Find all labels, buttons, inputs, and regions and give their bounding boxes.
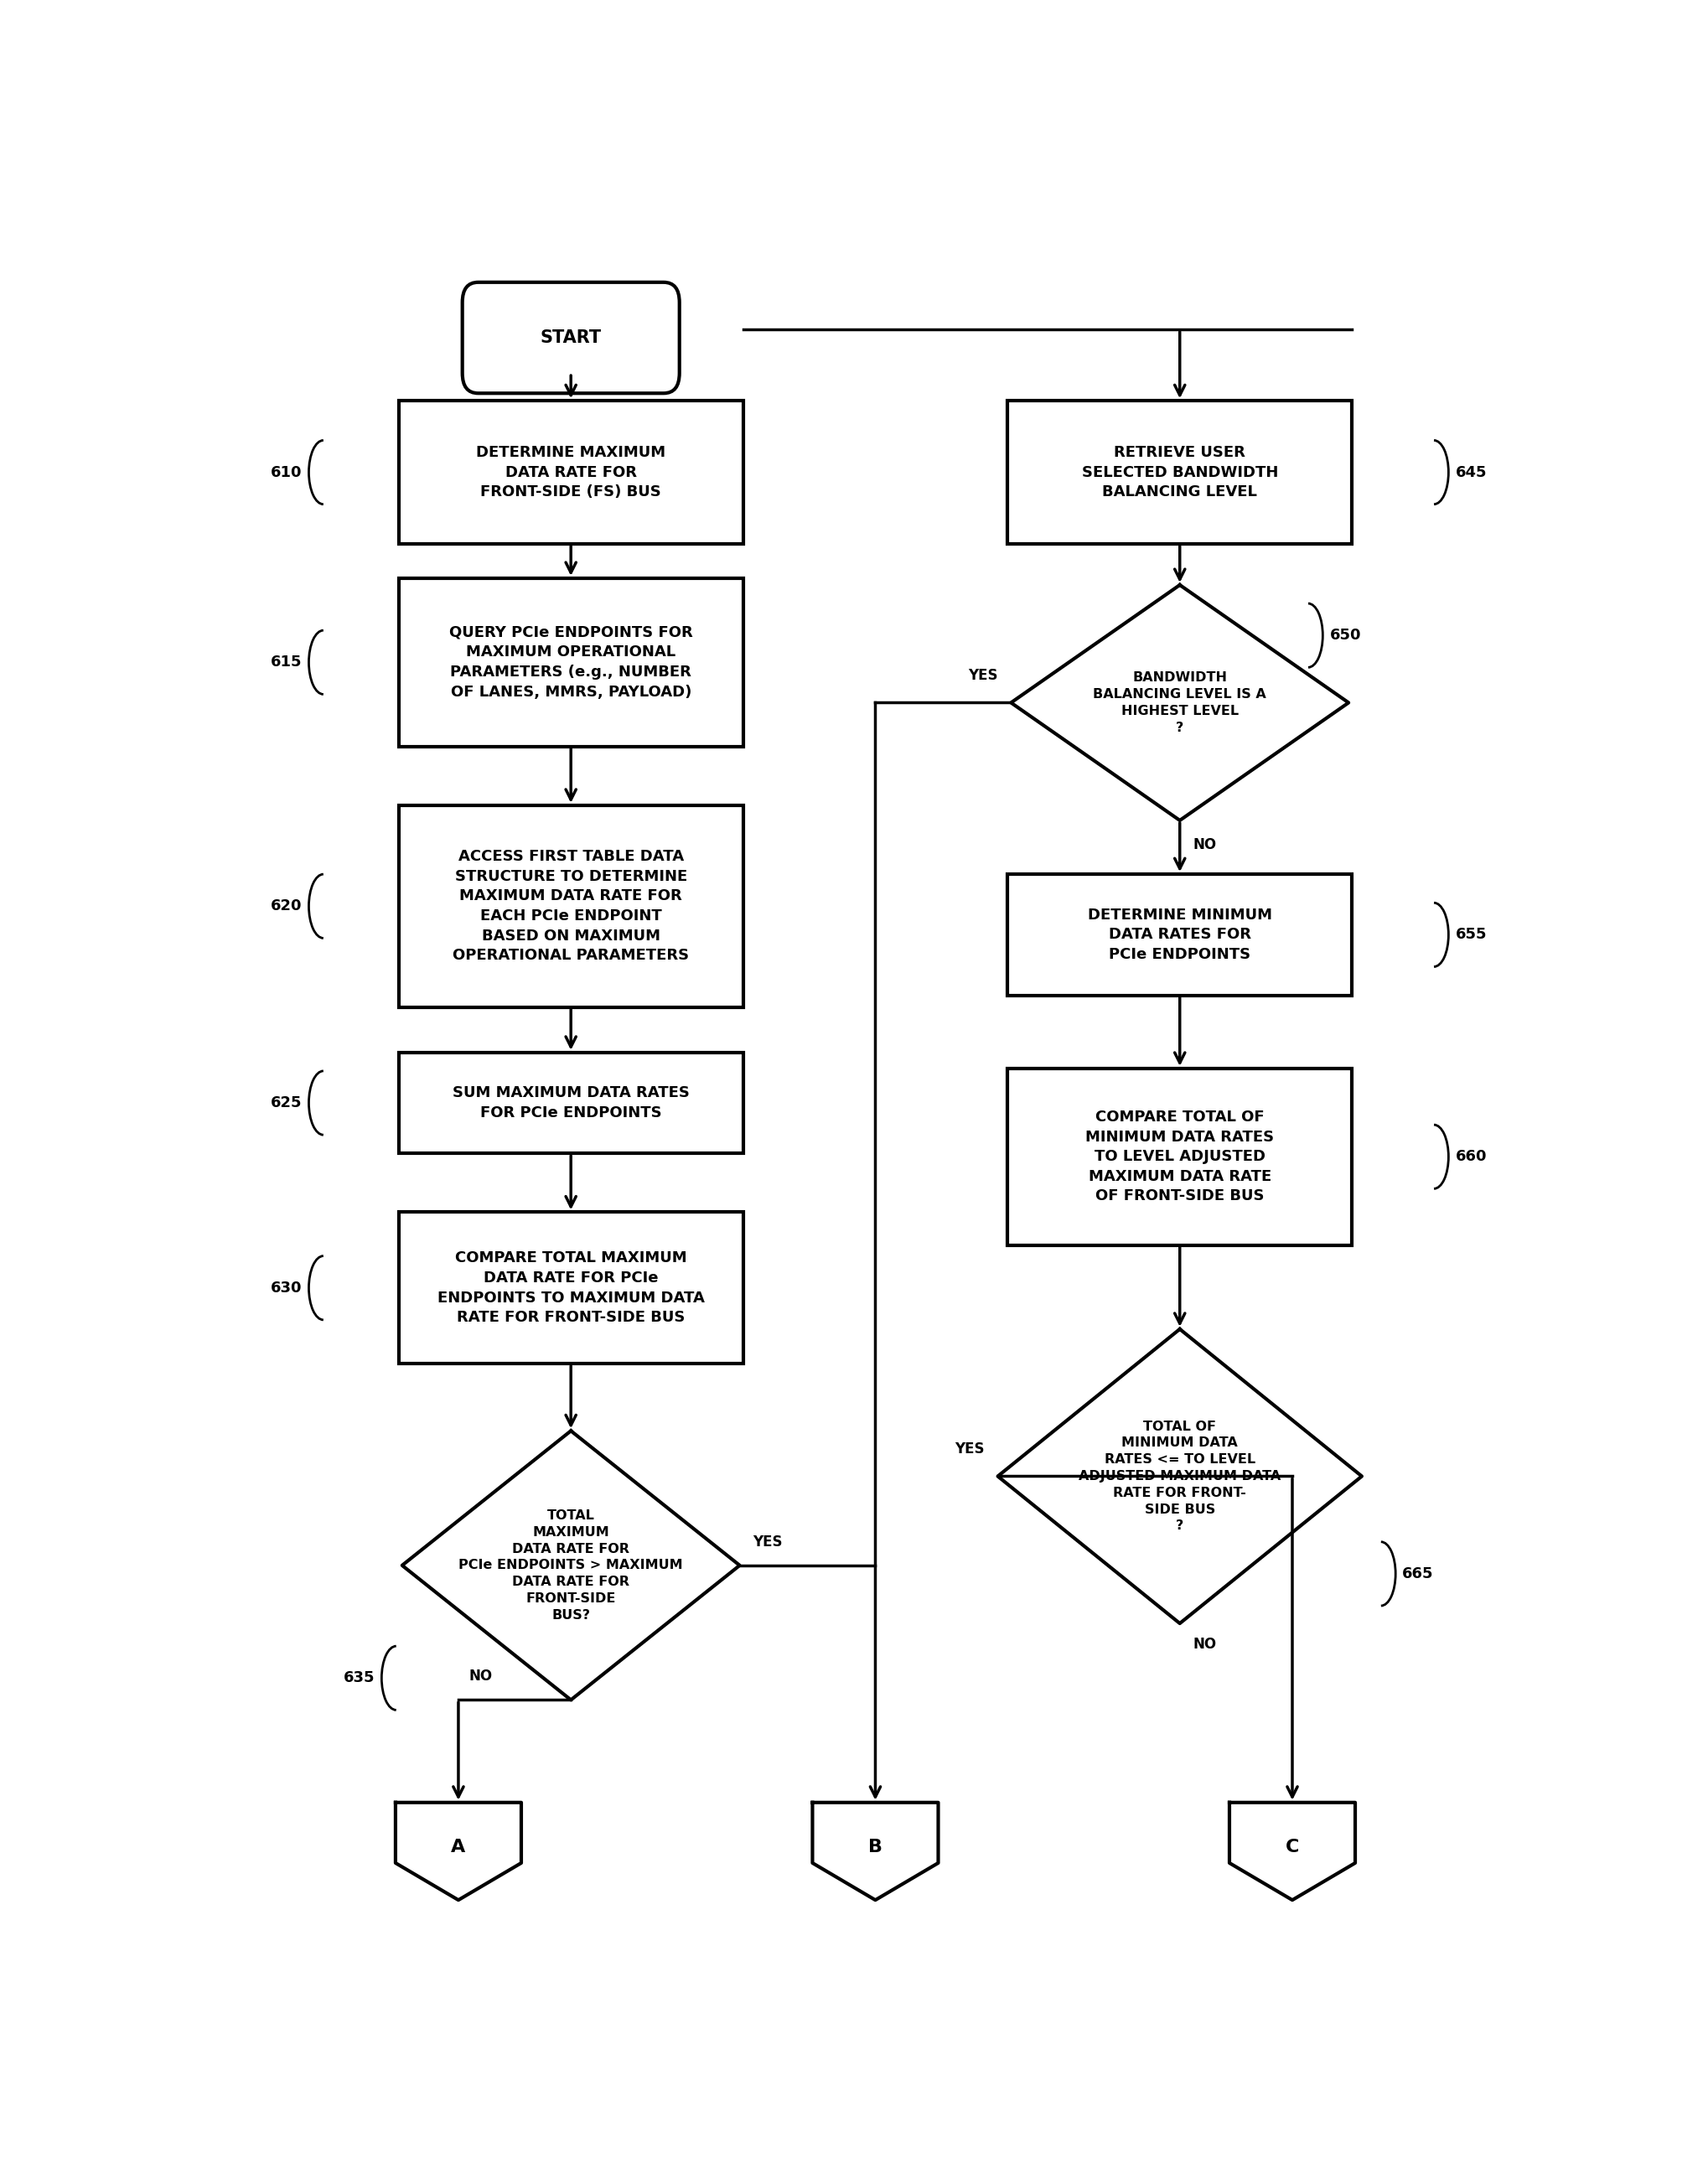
Bar <box>400 806 743 1007</box>
Bar <box>400 1053 743 1153</box>
Polygon shape <box>1230 1802 1354 1900</box>
Text: NO: NO <box>1192 1636 1216 1651</box>
Text: B: B <box>868 1839 883 1856</box>
Text: 665: 665 <box>1402 1566 1433 1581</box>
Polygon shape <box>813 1802 938 1900</box>
Text: NO: NO <box>1192 836 1216 852</box>
Text: 625: 625 <box>270 1096 302 1109</box>
Text: COMPARE TOTAL MAXIMUM
DATA RATE FOR PCIe
ENDPOINTS TO MAXIMUM DATA
RATE FOR FRON: COMPARE TOTAL MAXIMUM DATA RATE FOR PCIe… <box>437 1251 704 1326</box>
Text: A: A <box>451 1839 466 1856</box>
Text: 650: 650 <box>1329 627 1361 642</box>
Text: YES: YES <box>968 668 997 684</box>
Polygon shape <box>396 1802 521 1900</box>
Polygon shape <box>401 1431 740 1699</box>
Text: BANDWIDTH
BALANCING LEVEL IS A
HIGHEST LEVEL
?: BANDWIDTH BALANCING LEVEL IS A HIGHEST L… <box>1093 670 1266 734</box>
Bar <box>400 402 743 544</box>
Text: 610: 610 <box>270 465 302 480</box>
Bar <box>1008 1068 1353 1245</box>
Polygon shape <box>997 1330 1361 1623</box>
Bar <box>400 1212 743 1363</box>
Text: 620: 620 <box>270 898 302 913</box>
Bar <box>400 579 743 747</box>
Text: TOTAL OF
MINIMUM DATA
RATES <= TO LEVEL
ADJUSTED MAXIMUM DATA
RATE FOR FRONT-
SI: TOTAL OF MINIMUM DATA RATES <= TO LEVEL … <box>1079 1420 1281 1533</box>
Text: COMPARE TOTAL OF
MINIMUM DATA RATES
TO LEVEL ADJUSTED
MAXIMUM DATA RATE
OF FRONT: COMPARE TOTAL OF MINIMUM DATA RATES TO L… <box>1086 1109 1274 1203</box>
Text: C: C <box>1286 1839 1300 1856</box>
Text: 645: 645 <box>1455 465 1486 480</box>
Text: 655: 655 <box>1455 928 1486 941</box>
Text: 615: 615 <box>270 655 302 670</box>
Text: DETERMINE MINIMUM
DATA RATES FOR
PCIe ENDPOINTS: DETERMINE MINIMUM DATA RATES FOR PCIe EN… <box>1088 906 1272 963</box>
Text: 630: 630 <box>270 1280 302 1295</box>
Polygon shape <box>1011 585 1349 821</box>
Text: START: START <box>540 330 601 345</box>
Bar <box>1008 402 1353 544</box>
Bar <box>1008 874 1353 996</box>
Text: RETRIEVE USER
SELECTED BANDWIDTH
BALANCING LEVEL: RETRIEVE USER SELECTED BANDWIDTH BALANCI… <box>1081 446 1278 500</box>
FancyBboxPatch shape <box>463 282 680 393</box>
Text: TOTAL
MAXIMUM
DATA RATE FOR
PCIe ENDPOINTS > MAXIMUM
DATA RATE FOR
FRONT-SIDE
BU: TOTAL MAXIMUM DATA RATE FOR PCIe ENDPOIN… <box>459 1509 683 1621</box>
Text: DETERMINE MAXIMUM
DATA RATE FOR
FRONT-SIDE (FS) BUS: DETERMINE MAXIMUM DATA RATE FOR FRONT-SI… <box>477 446 666 500</box>
Text: ACCESS FIRST TABLE DATA
STRUCTURE TO DETERMINE
MAXIMUM DATA RATE FOR
EACH PCIe E: ACCESS FIRST TABLE DATA STRUCTURE TO DET… <box>453 850 688 963</box>
Text: YES: YES <box>753 1535 782 1548</box>
Text: 635: 635 <box>343 1671 374 1686</box>
Text: NO: NO <box>470 1669 492 1684</box>
Text: 660: 660 <box>1455 1149 1486 1164</box>
Text: SUM MAXIMUM DATA RATES
FOR PCIe ENDPOINTS: SUM MAXIMUM DATA RATES FOR PCIe ENDPOINT… <box>453 1085 690 1120</box>
Text: YES: YES <box>955 1441 984 1457</box>
Text: QUERY PCIe ENDPOINTS FOR
MAXIMUM OPERATIONAL
PARAMETERS (e.g., NUMBER
OF LANES, : QUERY PCIe ENDPOINTS FOR MAXIMUM OPERATI… <box>449 625 693 699</box>
